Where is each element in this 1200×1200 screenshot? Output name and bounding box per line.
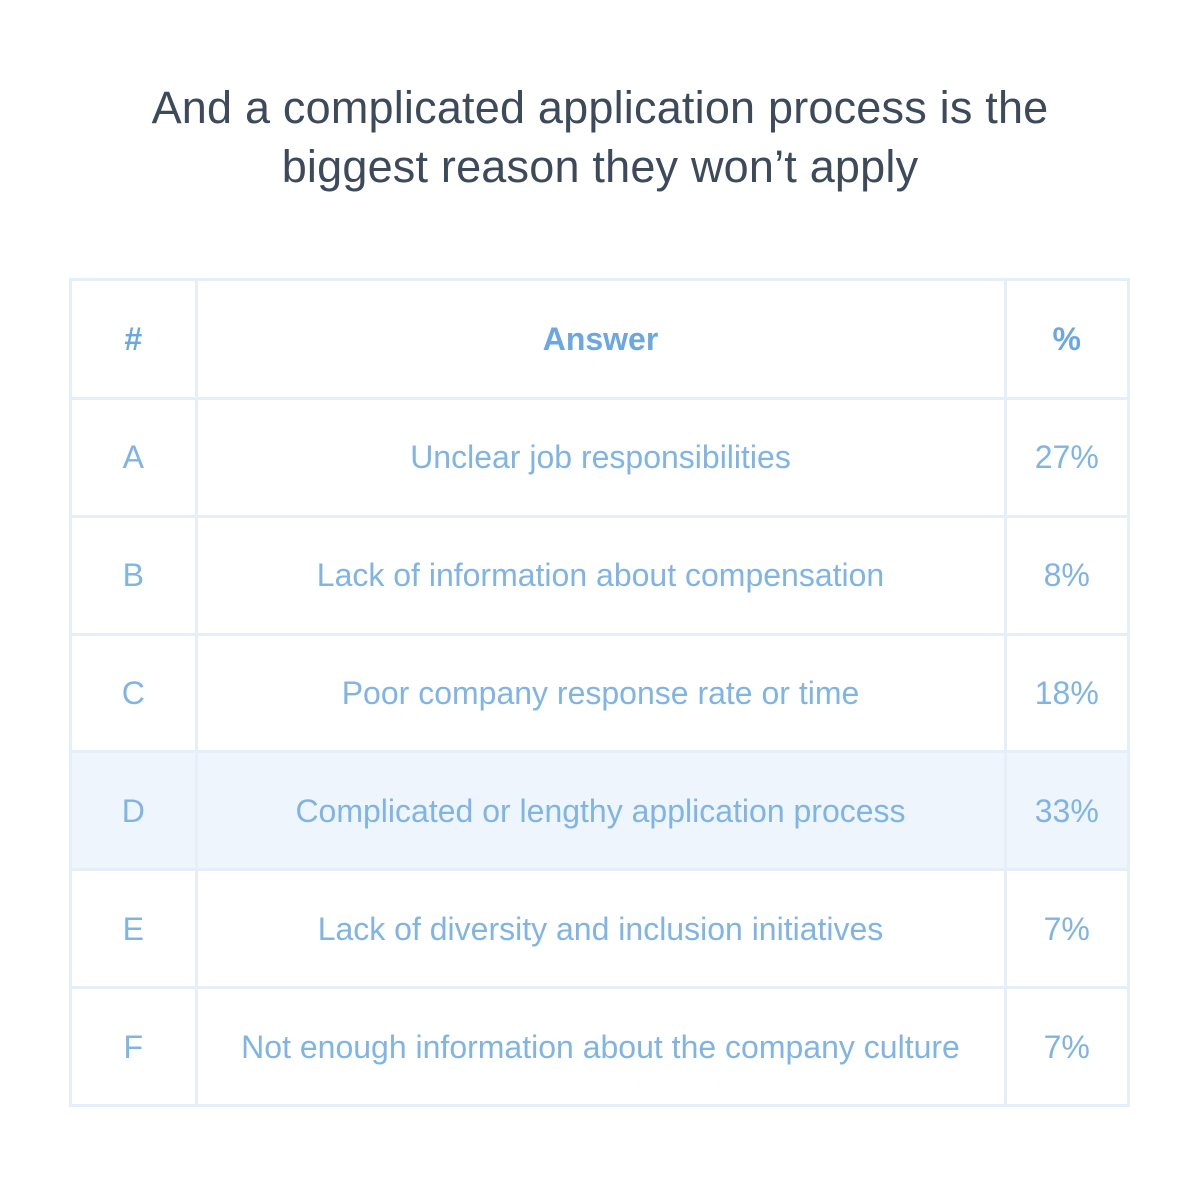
row-percent: 27% <box>1003 397 1127 518</box>
column-header-number: # <box>72 281 198 400</box>
chart-title-line-1: And a complicated application process is… <box>151 82 1049 133</box>
row-answer: Poor company response rate or time <box>194 632 1007 754</box>
table-row: A Unclear job responsibilities 27% <box>72 397 1127 518</box>
table-header-row: # Answer % <box>72 281 1127 400</box>
table-row: E Lack of diversity and inclusion initiat… <box>72 868 1127 990</box>
row-letter: A <box>72 397 198 518</box>
survey-table: # Answer % A Unclear job responsibilities… <box>69 278 1130 1107</box>
row-letter: E <box>72 868 198 990</box>
row-percent: 8% <box>1003 514 1127 636</box>
row-percent: 7% <box>1003 986 1127 1104</box>
table-row: F Not enough information about the compan… <box>72 986 1127 1104</box>
chart-title: And a complicated application process is… <box>100 78 1100 196</box>
row-letter: C <box>72 632 198 754</box>
chart-title-line-2: biggest reason they won’t apply <box>281 141 919 192</box>
table-row: C Poor company response rate or time 18% <box>72 632 1127 754</box>
table-row: D Complicated or lengthy application proc… <box>72 750 1127 872</box>
row-answer: Complicated or lengthy application proce… <box>194 750 1007 872</box>
row-letter: F <box>72 986 198 1104</box>
row-percent: 7% <box>1003 868 1127 990</box>
row-letter: D <box>72 750 198 872</box>
column-header-answer: Answer <box>194 281 1007 400</box>
table-row: B Lack of information about compensation 8… <box>72 514 1127 636</box>
row-letter: B <box>72 514 198 636</box>
row-percent: 18% <box>1003 632 1127 754</box>
row-answer: Lack of diversity and inclusion initiati… <box>194 868 1007 990</box>
column-header-percent: % <box>1003 281 1127 400</box>
results-table: # Answer % A Unclear job responsibilities… <box>72 281 1127 1104</box>
row-answer: Not enough information about the company… <box>194 986 1007 1104</box>
row-answer: Lack of information about compensation <box>194 514 1007 636</box>
row-answer: Unclear job responsibilities <box>194 397 1007 518</box>
row-percent: 33% <box>1003 750 1127 872</box>
